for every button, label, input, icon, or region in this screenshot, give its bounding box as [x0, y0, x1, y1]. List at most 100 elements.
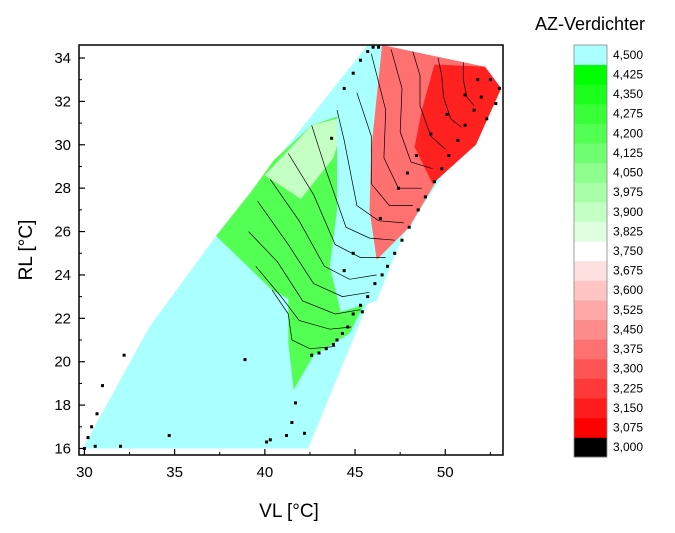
contour-line-7 — [311, 125, 395, 241]
data-point-58 — [342, 86, 346, 90]
colorbar: 3,000 3,075 3,150 3,225 3,300 3,375 3,450 3,525… — [573, 44, 643, 458]
data-point-34 — [423, 195, 427, 199]
data-point-18 — [317, 351, 321, 355]
data-point-33 — [416, 208, 420, 212]
data-point-60 — [359, 58, 362, 62]
colorbar-band-20 — [574, 64, 607, 85]
colorbar-band-10 — [574, 260, 607, 281]
data-point-29 — [386, 264, 389, 268]
colorbar-label-17: 4,200 — [613, 126, 643, 140]
colorbar-band-14 — [574, 182, 607, 203]
data-point-7 — [93, 444, 97, 448]
colorbar-band-9 — [574, 280, 607, 301]
x-axis-title: VL [°C] — [259, 501, 319, 522]
data-point-48 — [360, 310, 364, 314]
colorbar-label-14: 3,975 — [613, 185, 643, 199]
colorbar-band-15 — [574, 162, 607, 183]
colorbar-band-16 — [574, 143, 607, 164]
contour-line-13 — [437, 57, 462, 128]
colorbar-label-16: 4,125 — [613, 146, 643, 160]
x-tick-label-50: 50 — [437, 464, 454, 481]
contour-line-8 — [336, 110, 404, 224]
data-point-63 — [377, 45, 380, 49]
data-point-25 — [359, 303, 362, 307]
colorbar-band-5 — [574, 358, 607, 379]
data-point-3 — [90, 425, 94, 429]
data-point-61 — [366, 50, 370, 53]
data-point-24 — [351, 312, 355, 316]
colorbar-label-9: 3,600 — [613, 283, 643, 297]
data-point-13 — [285, 434, 288, 437]
contour-line-10 — [370, 53, 422, 189]
colorbar-band-18 — [574, 103, 607, 124]
data-point-30 — [393, 251, 397, 255]
data-point-31 — [400, 238, 404, 242]
data-point-9 — [167, 434, 171, 437]
colorbar-band-1 — [574, 437, 607, 458]
data-point-50 — [396, 186, 400, 190]
data-point-20 — [331, 342, 335, 346]
data-point-51 — [405, 171, 409, 175]
data-point-46 — [342, 269, 346, 273]
colorbar-band-13 — [574, 201, 607, 222]
colorbar-band-11 — [574, 241, 607, 262]
data-point-10 — [243, 358, 247, 362]
colorbar-band-19 — [574, 84, 607, 105]
data-point-40 — [472, 108, 476, 112]
colorbar-label-12: 3,825 — [613, 224, 643, 238]
data-point-12 — [268, 438, 272, 442]
plot-area — [78, 44, 504, 456]
data-point-54 — [445, 112, 449, 116]
data-point-44 — [494, 102, 498, 106]
contour-line-3 — [248, 231, 361, 315]
colorbar-band-7 — [574, 319, 607, 340]
y-tick-label-16: 16 — [54, 440, 71, 457]
data-point-6 — [122, 353, 126, 357]
data-point-17 — [310, 353, 314, 357]
data-point-32 — [407, 225, 411, 229]
data-point-28 — [380, 273, 384, 277]
data-point-52 — [414, 154, 418, 158]
colorbar-label-6: 3,375 — [613, 342, 643, 356]
data-point-2 — [86, 436, 90, 440]
data-point-21 — [335, 338, 339, 342]
data-point-16 — [303, 431, 306, 435]
colorbar-label-1: 3,000 — [613, 440, 643, 454]
y-tick-label-34: 34 — [54, 50, 71, 67]
colorbar-band-8 — [574, 300, 607, 321]
contour-lines — [248, 49, 475, 350]
colorbar-label-4: 3,225 — [613, 381, 643, 395]
contour-line-6 — [288, 153, 386, 258]
colorbar-band-2 — [574, 417, 607, 438]
contour-line-1 — [271, 289, 336, 350]
data-point-23 — [346, 325, 350, 329]
data-point-14 — [290, 421, 294, 424]
data-point-53 — [429, 132, 433, 136]
colorbar-label-2: 3,075 — [613, 421, 643, 435]
data-point-22 — [340, 332, 344, 335]
data-point-8 — [119, 444, 122, 448]
colorbar-label-11: 3,750 — [613, 244, 643, 258]
colorbar-band-12 — [574, 221, 607, 242]
contour-line-11 — [390, 49, 433, 170]
data-point-47 — [351, 251, 355, 255]
data-point-19 — [324, 347, 328, 351]
y-tick-label-18: 18 — [54, 397, 71, 414]
contour-line-9 — [356, 92, 413, 206]
x-axis: 30 35 40 45 50 — [76, 449, 491, 481]
y-tick-label-28: 28 — [54, 180, 71, 197]
y-tick-label-22: 22 — [54, 310, 71, 327]
contour-line-4 — [257, 200, 370, 297]
colorbar-label-8: 3,525 — [613, 303, 643, 317]
data-point-39 — [463, 123, 467, 127]
contour-line-5 — [270, 179, 377, 280]
data-point-5 — [101, 384, 104, 388]
y-tick-label-24: 24 — [54, 267, 71, 284]
x-tick-label-40: 40 — [256, 464, 273, 481]
data-point-27 — [373, 282, 377, 286]
contour-regions — [82, 45, 502, 449]
colorbar-label-18: 4,275 — [613, 107, 643, 121]
colorbar-label-20: 4,425 — [613, 67, 643, 81]
contour-line-12 — [412, 51, 446, 150]
colorbar-label-19: 4,350 — [613, 87, 643, 101]
